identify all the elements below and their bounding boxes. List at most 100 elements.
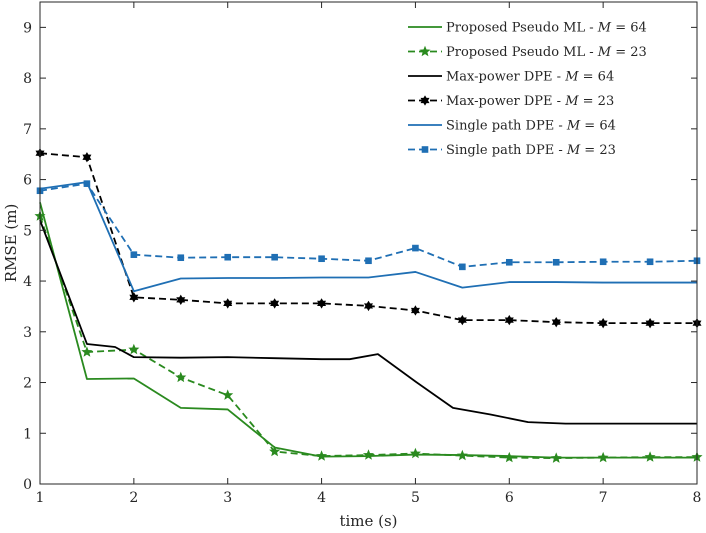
data-point [130,251,138,258]
legend-label-suffix: = 64 [611,21,647,36]
legend-label: Proposed Pseudo ML - M = 23 [446,45,647,60]
data-point [646,258,654,266]
y-tick-label: 7 [23,122,32,138]
series-line [39,181,697,293]
legend-label-suffix: = 64 [579,70,615,85]
y-tick-label: 8 [23,71,32,87]
legend-marker [421,146,429,153]
legend-label: Single path DPE - M = 23 [446,143,616,158]
data-point [457,314,467,326]
data-point [410,305,420,316]
y-tick-label: 5 [23,223,32,239]
y-tick-label: 1 [23,426,32,442]
data-point [175,371,187,383]
x-tick-label: 3 [223,490,232,506]
x-tick-label: 1 [36,490,45,506]
data-point [456,449,468,461]
data-point [223,298,233,309]
legend-item: Max-power DPE - M = 23 [408,94,614,109]
data-point [505,258,513,266]
x-tick-label: 6 [505,490,514,506]
data-point [177,254,185,262]
data-point [551,316,561,328]
data-point [550,452,562,463]
y-axis-label: RMSE (m) [2,204,20,283]
legend-label-suffix: = 23 [611,45,647,60]
data-point [81,346,93,357]
data-point [317,298,327,309]
legend-label-prefix: Single path DPE - [446,119,567,134]
data-point [176,294,186,306]
legend-label-suffix: = 64 [580,119,616,134]
data-point [412,244,419,252]
legend-item: Proposed Pseudo ML - M = 23 [408,45,647,60]
series-5 [39,181,697,293]
data-point [362,449,375,460]
y-tick-label: 2 [23,376,32,392]
y-tick-label: 4 [23,274,32,290]
y-tick-label: 9 [23,20,32,36]
series-4 [35,148,702,329]
y-tick-label: 6 [23,173,32,189]
data-point [599,258,607,266]
x-tick-label: 7 [599,490,608,506]
legend-label-variable: M [564,94,579,109]
data-point [269,445,281,457]
legend-label-variable: M [564,70,579,85]
legend-label-variable: M [597,45,612,60]
data-point [271,253,278,261]
data-point [409,447,421,459]
legend-marker [420,95,430,106]
data-point [597,451,609,463]
x-tick-label: 4 [317,490,326,506]
legend-label-variable: M [566,119,581,134]
plot-frame [39,1,698,485]
data-point [504,314,514,326]
legend-item: Single path DPE - M = 64 [408,119,616,134]
legend-label-prefix: Single path DPE - [446,143,567,158]
legend-label-variable: M [597,21,612,36]
data-point [316,450,328,461]
legend-item: Single path DPE - M = 23 [408,143,616,158]
legend-item: Proposed Pseudo ML - M = 64 [408,21,647,36]
legend-label: Max-power DPE - M = 23 [446,94,614,109]
data-point [224,253,232,261]
x-tick-label: 8 [693,490,702,506]
data-point [365,257,372,265]
legend-label-prefix: Max-power DPE - [446,70,565,85]
data-point [598,317,608,329]
legend-label-prefix: Proposed Pseudo ML - [446,21,598,36]
legend-label-suffix: = 23 [579,94,615,109]
y-tick-label: 3 [23,325,32,341]
data-point [318,255,325,263]
series-line [39,219,697,425]
legend-label-prefix: Proposed Pseudo ML - [446,45,598,60]
series-group [34,148,703,463]
legend-label: Single path DPE - M = 64 [446,119,616,134]
x-tick-label: 5 [411,490,420,506]
data-point [128,343,140,355]
plot-area [40,2,697,484]
legend-label: Max-power DPE - M = 64 [446,70,614,85]
legend-label-prefix: Max-power DPE - [446,94,565,109]
x-tick-label: 2 [129,490,138,506]
legend-marker [419,45,431,57]
legend-label-suffix: = 23 [580,143,616,158]
data-point [459,263,466,271]
data-point [644,451,656,462]
legend-label-variable: M [566,143,581,158]
series-3 [39,219,697,425]
x-axis-label: time (s) [339,512,397,530]
data-point [222,389,234,400]
data-point [82,152,92,163]
legend-item: Max-power DPE - M = 64 [408,70,614,85]
y-tick-label: 0 [23,477,32,493]
data-point [552,258,560,266]
data-point [364,300,373,312]
legend-label: Proposed Pseudo ML - M = 64 [446,21,647,36]
data-point [83,180,91,187]
data-point [503,451,515,463]
